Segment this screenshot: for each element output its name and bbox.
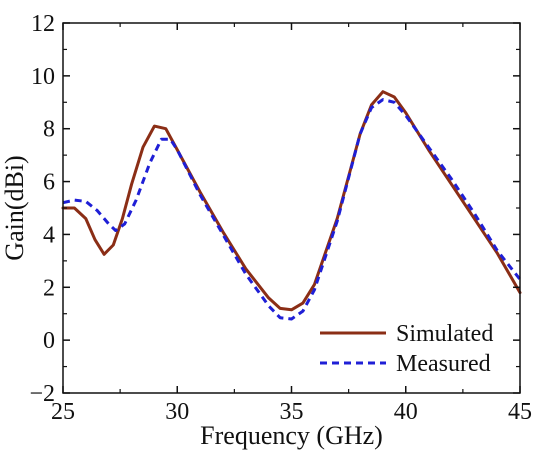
legend-label-measured: Measured (396, 351, 491, 377)
plot-area (63, 23, 520, 393)
y-tick-label: 2 (43, 275, 55, 301)
series-line-measured (62, 98, 522, 321)
legend-label-simulated: Simulated (396, 321, 493, 347)
y-tick-label: 6 (43, 170, 55, 196)
x-tick-label: 40 (394, 399, 418, 425)
y-tick-label: 4 (43, 222, 55, 248)
x-tick-label: 25 (51, 399, 75, 425)
y-tick-label: 0 (43, 328, 55, 354)
y-tick-label: 10 (31, 64, 55, 90)
y-tick-label: 12 (31, 11, 55, 37)
x-tick-label: 45 (508, 399, 532, 425)
x-tick-label: 35 (280, 399, 304, 425)
series-line-simulated (61, 90, 522, 312)
axes: 25 30 35 40 45 −2 0 2 4 6 8 10 12 (29, 11, 532, 425)
series-lines (61, 90, 522, 321)
x-axis-title: Frequency (GHz) (200, 421, 383, 450)
plot-background (63, 23, 520, 393)
y-tick-label: −2 (29, 381, 55, 407)
x-tick-label: 30 (165, 399, 189, 425)
legend: Simulated Measured (320, 321, 493, 377)
y-tick-label: 8 (43, 117, 55, 143)
y-axis-title: Gain(dBi) (0, 155, 29, 260)
